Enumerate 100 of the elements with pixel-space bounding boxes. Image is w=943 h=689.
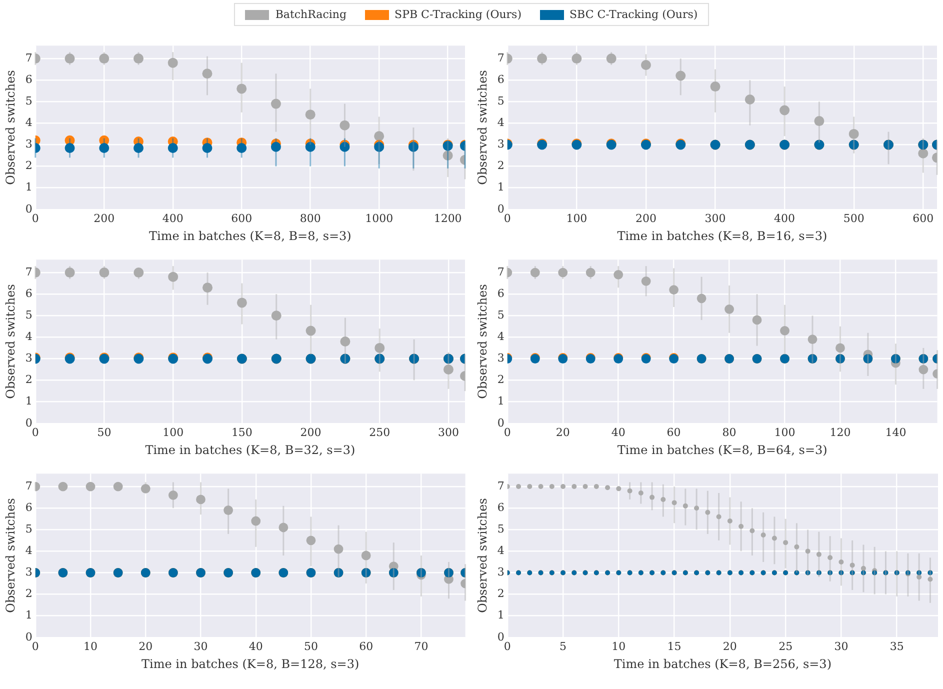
- x-tick-label: 35: [890, 640, 904, 653]
- point: [594, 484, 599, 490]
- y-tick-label: 6: [25, 500, 32, 514]
- y-tick-label: 0: [497, 630, 504, 644]
- point: [606, 54, 616, 64]
- x-tick-label: 40: [611, 426, 626, 439]
- x-tick-label: 40: [248, 640, 263, 653]
- point: [860, 566, 866, 571]
- point: [638, 490, 644, 496]
- point: [168, 272, 178, 282]
- point: [236, 298, 247, 308]
- point: [572, 54, 582, 64]
- point: [516, 484, 522, 490]
- x-tick-label: 50: [304, 640, 318, 653]
- point: [196, 494, 206, 504]
- point: [672, 500, 677, 506]
- point: [727, 518, 732, 524]
- y-tick-label: 3: [497, 566, 504, 579]
- y-tick-label: 6: [497, 286, 504, 300]
- point: [530, 268, 540, 278]
- x-tick-label: 400: [162, 212, 184, 225]
- point: [99, 268, 110, 278]
- point: [750, 528, 755, 534]
- point: [676, 70, 686, 81]
- y-tick-label: 3: [25, 138, 32, 151]
- x-axis-title: Time in batches (K=8, B=8, s=3): [149, 228, 352, 243]
- point: [783, 540, 788, 546]
- point: [694, 506, 700, 511]
- y-tick-label: 3: [25, 352, 32, 365]
- y-tick-label: 7: [497, 51, 504, 64]
- point: [251, 516, 261, 526]
- x-tick-label: 30: [834, 640, 848, 653]
- point: [527, 484, 532, 490]
- y-tick-label: 6: [497, 72, 504, 86]
- y-tick-label: 4: [497, 544, 504, 558]
- y-tick-label: 1: [25, 180, 32, 194]
- x-tick-label: 200: [300, 426, 322, 439]
- x-tick-label: 15: [667, 640, 682, 653]
- y-tick-label: 2: [25, 587, 32, 600]
- y-axis-title: Observed switches: [3, 70, 18, 185]
- x-tick-label: 150: [231, 426, 252, 439]
- y-tick-label: 2: [497, 373, 504, 386]
- y-tick-label: 1: [497, 180, 504, 194]
- legend-label: SPB C-Tracking (Ours): [394, 8, 522, 21]
- x-tick-label: 20: [138, 640, 153, 653]
- y-tick-label: 2: [497, 159, 504, 172]
- y-tick-label: 5: [25, 522, 32, 536]
- point: [537, 54, 548, 64]
- point: [58, 482, 68, 492]
- x-tick-label: 60: [359, 640, 374, 653]
- x-tick-label: 600: [912, 212, 934, 225]
- point: [99, 142, 110, 153]
- point: [794, 544, 800, 550]
- point: [374, 131, 384, 142]
- y-axis-title: Observed switches: [3, 284, 18, 399]
- point: [582, 484, 588, 490]
- point: [605, 485, 610, 490]
- point: [850, 562, 855, 568]
- point: [650, 494, 655, 500]
- point: [641, 276, 651, 286]
- point: [86, 482, 96, 492]
- x-tick-label: 1200: [434, 212, 462, 225]
- y-axis-title: Observed switches: [475, 498, 490, 613]
- point: [916, 574, 922, 580]
- point: [816, 552, 822, 557]
- point: [134, 54, 144, 64]
- x-tick-label: 500: [843, 212, 864, 225]
- y-tick-label: 1: [497, 608, 504, 622]
- point: [224, 506, 234, 515]
- point: [558, 268, 568, 278]
- point: [113, 482, 123, 492]
- point: [374, 342, 385, 353]
- point: [64, 268, 75, 278]
- point: [202, 142, 212, 153]
- x-tick-label: 20: [722, 640, 737, 653]
- y-tick-label: 4: [25, 116, 32, 130]
- point: [305, 142, 316, 152]
- point: [669, 285, 679, 294]
- point: [271, 310, 282, 321]
- point: [64, 142, 75, 153]
- point: [140, 484, 150, 494]
- point: [838, 559, 844, 564]
- x-tick-label: 10: [612, 640, 626, 653]
- x-axis-title: Time in batches (K=8, B=16, s=3): [617, 228, 828, 243]
- point: [340, 120, 350, 130]
- x-tick-label: 25: [778, 640, 793, 653]
- y-tick-label: 5: [25, 308, 32, 322]
- y-axis-title: Observed switches: [475, 70, 490, 185]
- point: [918, 148, 928, 158]
- x-tick-label: 250: [369, 426, 390, 439]
- point: [614, 270, 624, 280]
- point: [361, 550, 371, 560]
- y-axis-title: Observed switches: [3, 498, 18, 613]
- y-tick-label: 5: [497, 94, 504, 108]
- y-tick-label: 0: [497, 416, 504, 430]
- point: [710, 82, 720, 92]
- y-axis-title: Observed switches: [475, 284, 490, 399]
- point: [918, 364, 928, 374]
- point: [682, 503, 688, 508]
- point: [340, 336, 350, 346]
